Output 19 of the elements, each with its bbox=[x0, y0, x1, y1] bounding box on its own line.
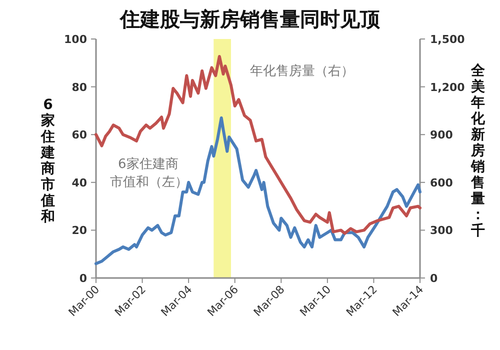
y-tick-label: 20 bbox=[72, 224, 88, 238]
y-tick-label: 100 bbox=[64, 33, 88, 46]
y2-tick-label: 600 bbox=[430, 176, 454, 190]
y2-tick-label: 1,500 bbox=[430, 33, 466, 46]
y-axis-title: 6家住建商市值和 bbox=[40, 97, 55, 225]
y-tick-label: 40 bbox=[72, 176, 88, 190]
y-tick-label: 80 bbox=[72, 80, 88, 94]
y-tick-label: 60 bbox=[72, 128, 88, 142]
text: 全美年化新房销售量：千 bbox=[471, 63, 485, 239]
y-tick-label: 0 bbox=[79, 272, 88, 285]
y2-tick-label: 1,200 bbox=[430, 80, 466, 94]
series-label: 年化售房量（右） bbox=[250, 63, 354, 79]
y2-tick-label: 900 bbox=[430, 128, 454, 142]
line-series bbox=[94, 116, 422, 266]
chart-title: 住建股与新房销售量同时见顶 bbox=[119, 7, 381, 31]
series-label: 6家住建商市值和（左） bbox=[110, 156, 188, 190]
y2-tick-label: 0 bbox=[430, 272, 438, 285]
line-series bbox=[94, 55, 422, 235]
y2-tick-label: 300 bbox=[430, 224, 454, 238]
